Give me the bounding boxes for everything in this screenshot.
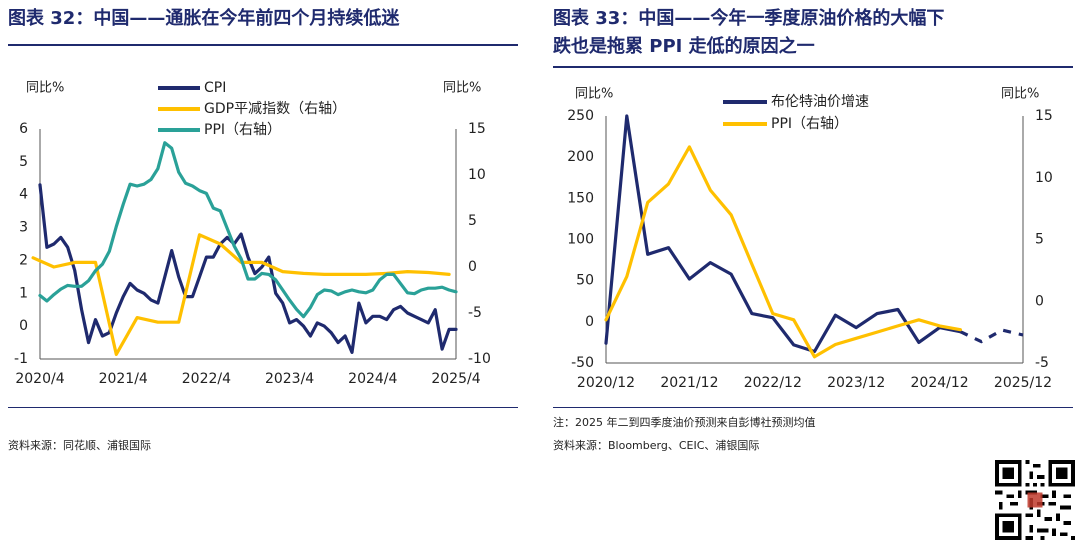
series-line-0 (604, 114, 962, 354)
y-tick-label-right: 5 (1035, 232, 1044, 248)
y-tick-label-left: 150 (567, 190, 594, 206)
y-tick-label-right: -5 (1035, 355, 1049, 371)
legend-label-0: 布伦特油价增速 (771, 94, 869, 110)
y-tick-label-left: 5 (19, 154, 28, 170)
figure-title-right-line1: 图表 33：中国——今年一季度原油价格的大幅下 (553, 8, 945, 29)
source-note-left: 资料来源：同花顺、浦银国际 (8, 439, 151, 452)
x-tick-label: 2020/12 (577, 375, 635, 391)
x-tick-label: 2021/12 (660, 375, 718, 391)
x-tick-label: 2023/4 (265, 371, 314, 387)
series-line-2 (38, 141, 458, 319)
y-tick-label-left: 200 (567, 149, 594, 165)
y-tick-label-left: 100 (567, 232, 594, 248)
y-tick-label-left: 0 (585, 314, 594, 330)
y-tick-label-left: 0 (19, 318, 28, 334)
qr-code-icon (995, 460, 1075, 540)
series-line-0 (38, 183, 458, 354)
y-tick-label-right: 5 (468, 213, 477, 229)
legend-label-2: PPI（右轴） (204, 122, 281, 138)
figure-title-right-line2: 跌也是拖累 PPI 走低的原因之一 (553, 36, 815, 57)
y-tick-label-right: 10 (1035, 170, 1053, 186)
chart-panel-right: 图表 33：中国——今年一季度原油价格的大幅下 跌也是拖累 PPI 走低的原因之… (545, 0, 1080, 546)
x-tick-label: 2024/4 (348, 371, 397, 387)
series-forecast-line-0 (959, 328, 1024, 344)
title-rule-right (553, 66, 1073, 68)
y-tick-label-right: 15 (468, 121, 486, 137)
left-axis-title: 同比% (575, 87, 613, 102)
x-tick-label: 2021/4 (99, 371, 148, 387)
y-tick-label-left: -1 (14, 351, 28, 367)
series-line-1 (31, 233, 451, 356)
figure-title-left: 图表 32：中国——通胀在今年前四个月持续低迷 (8, 8, 400, 29)
right-axis-title: 同比% (1001, 87, 1039, 102)
forecast-note-right: 注：2025 年二到四季度油价预测来自彭博社预测均值 (553, 416, 816, 429)
legend-label-0: CPI (204, 80, 226, 96)
x-tick-label: 2025/12 (994, 375, 1052, 391)
y-tick-label-left: -50 (571, 355, 594, 371)
y-tick-label-left: 4 (19, 187, 28, 203)
legend-label-1: PPI（右轴） (771, 116, 848, 132)
source-note-right: 资料来源：Bloomberg、CEIC、浦银国际 (553, 439, 760, 452)
y-tick-label-right: -10 (468, 351, 491, 367)
y-tick-label-left: 1 (19, 285, 28, 301)
bottom-rule-right (553, 407, 1073, 408)
y-tick-label-left: 3 (19, 220, 28, 236)
title-rule-left (8, 44, 518, 46)
y-tick-label-left: 2 (19, 252, 28, 268)
y-tick-label-right: 15 (1035, 108, 1053, 124)
x-tick-label: 2022/12 (744, 375, 802, 391)
x-tick-label: 2024/12 (911, 375, 969, 391)
y-tick-label-right: 0 (468, 259, 477, 275)
x-tick-label: 2022/4 (182, 371, 231, 387)
y-tick-label-left: 250 (567, 108, 594, 124)
x-tick-label: 2023/12 (827, 375, 885, 391)
y-tick-label-right: -5 (468, 305, 482, 321)
bottom-rule-left (8, 407, 518, 408)
y-tick-label-right: 10 (468, 167, 486, 183)
series-line-1 (604, 145, 962, 359)
chart-panel-left: 图表 32：中国——通胀在今年前四个月持续低迷 -1 0 1 2 3 4 5 6 -10 -5 0 5… (0, 0, 526, 546)
y-tick-label-left: 6 (19, 121, 28, 137)
right-axis-title: 同比% (443, 81, 481, 96)
x-tick-label: 2020/4 (15, 371, 64, 387)
y-tick-label-left: 50 (576, 273, 594, 289)
left-axis-title: 同比% (26, 81, 64, 96)
legend-label-1: GDP平减指数（右轴） (204, 101, 346, 117)
x-tick-label: 2025/4 (431, 371, 480, 387)
y-tick-label-right: 0 (1035, 293, 1044, 309)
